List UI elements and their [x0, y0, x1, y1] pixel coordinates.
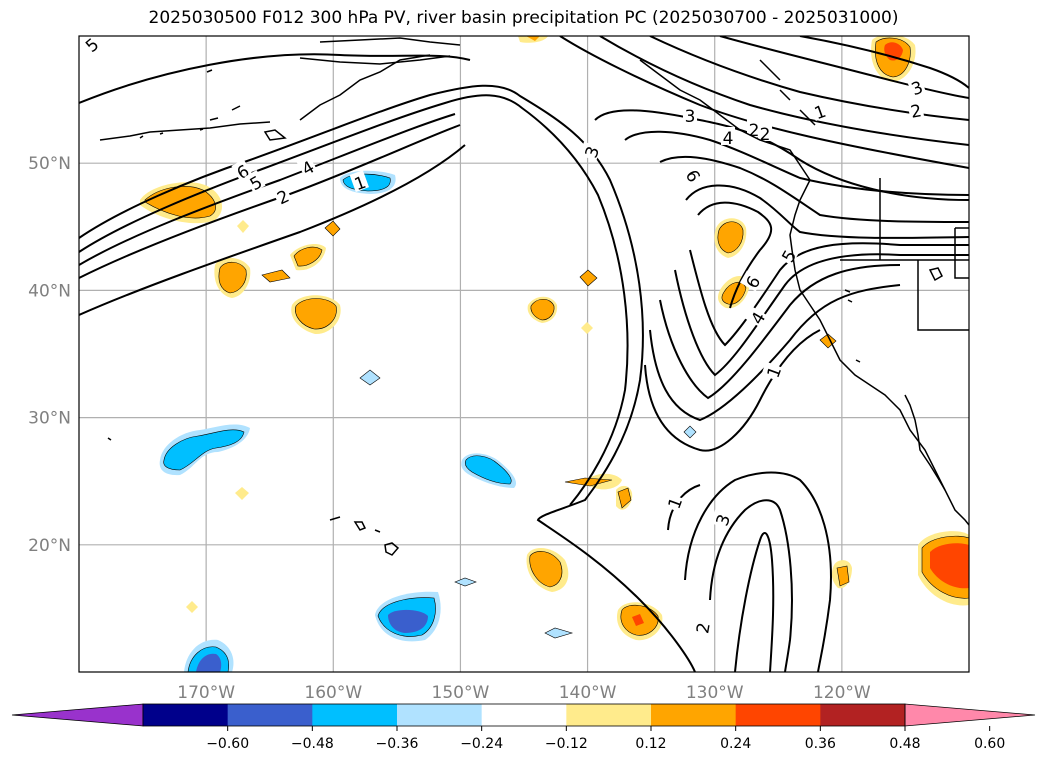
contour-label: 2: [909, 101, 923, 123]
contour-label-background: [272, 184, 293, 207]
positive-anomaly-shading: [140, 36, 969, 641]
colorbar-segment: [227, 704, 313, 726]
colorbar-segment: [735, 704, 821, 726]
map-area: [79, 36, 969, 672]
longitude-label: 130°W: [686, 683, 744, 703]
colorbar-segment: [312, 704, 398, 726]
colorbar-segment: [820, 704, 906, 726]
longitude-label: 170°W: [177, 683, 235, 703]
colorbar-tick-label: −0.36: [376, 736, 419, 752]
colorbar-extend-high: [904, 703, 1036, 727]
contour-label-background: [747, 119, 761, 137]
contour-label-background: [579, 141, 601, 161]
colorbar-tick-label: −0.60: [206, 736, 249, 752]
coastlines: [99, 37, 969, 556]
colorbar-tick-label: 0.12: [635, 736, 666, 752]
contour-label-background: [761, 361, 783, 381]
colorbar-tick-label: −0.24: [460, 736, 503, 752]
contour-label-background: [721, 127, 735, 145]
contour-label-background: [809, 99, 829, 121]
colorbar: [11, 703, 1036, 727]
latitude-label: 40°N: [28, 281, 71, 301]
contour-label-background: [758, 123, 772, 141]
contour-label-background: [907, 98, 925, 120]
colorbar-border: [142, 703, 906, 727]
contour-label-background: [690, 619, 712, 637]
contour-label: 2: [760, 125, 771, 145]
map-title: 2025030500 F012 300 hPa PV, river basin …: [148, 8, 899, 28]
contour-label: 3: [685, 107, 696, 127]
longitude-label: 120°W: [813, 683, 871, 703]
contour-label-background: [349, 170, 369, 192]
latitude-label: 20°N: [28, 536, 71, 556]
contour-label: 4: [723, 129, 734, 149]
contour-label-background: [683, 164, 707, 186]
colorbar-segment: [397, 704, 483, 726]
contour-label-background: [662, 492, 684, 512]
colorbar-tick-label: −0.48: [291, 736, 334, 752]
colorbar-tick-label: 0.36: [805, 736, 836, 752]
negative-anomaly-shading: [159, 170, 697, 672]
contour-label-background: [296, 154, 318, 178]
contour-label-background: [744, 306, 768, 328]
contour-label: 2: [693, 621, 715, 635]
colorbar-extend-low: [11, 703, 144, 727]
latitude-label: 50°N: [28, 154, 71, 174]
colorbar-tick-labels: −0.60 −0.48 −0.36 −0.24 −0.12 0.12 0.24 0.36 0.4…: [206, 726, 1005, 752]
colorbar-segment: [143, 704, 229, 726]
colorbar-segment: [481, 704, 567, 726]
contour-label: 2: [749, 121, 760, 141]
latitude-label: 30°N: [28, 409, 71, 429]
colorbar-segment: [651, 704, 737, 726]
longitude-label: 150°W: [432, 683, 490, 703]
longitude-label: 140°W: [559, 683, 617, 703]
contour-label-background: [710, 509, 732, 529]
contour-label-background: [79, 36, 102, 55]
colorbar-tick-label: −0.12: [545, 736, 588, 752]
latitude-labels: 20°N 30°N 40°N 50°N: [28, 154, 71, 556]
colorbar-tick-label: 0.60: [974, 736, 1005, 752]
longitude-labels: 170°W 160°W 150°W 140°W 130°W 120°W: [177, 683, 871, 703]
map-frame: [78, 35, 970, 673]
longitude-label: 160°W: [304, 683, 362, 703]
contour-label-background: [906, 75, 926, 97]
contour-label-background: [244, 169, 266, 193]
contour-label-background: [683, 105, 697, 123]
colorbar-segment: [566, 704, 652, 726]
colorbar-tick-label: 0.48: [889, 736, 920, 752]
contour-label-background: [739, 270, 763, 292]
colorbar-tick-label: 0.24: [720, 736, 751, 752]
